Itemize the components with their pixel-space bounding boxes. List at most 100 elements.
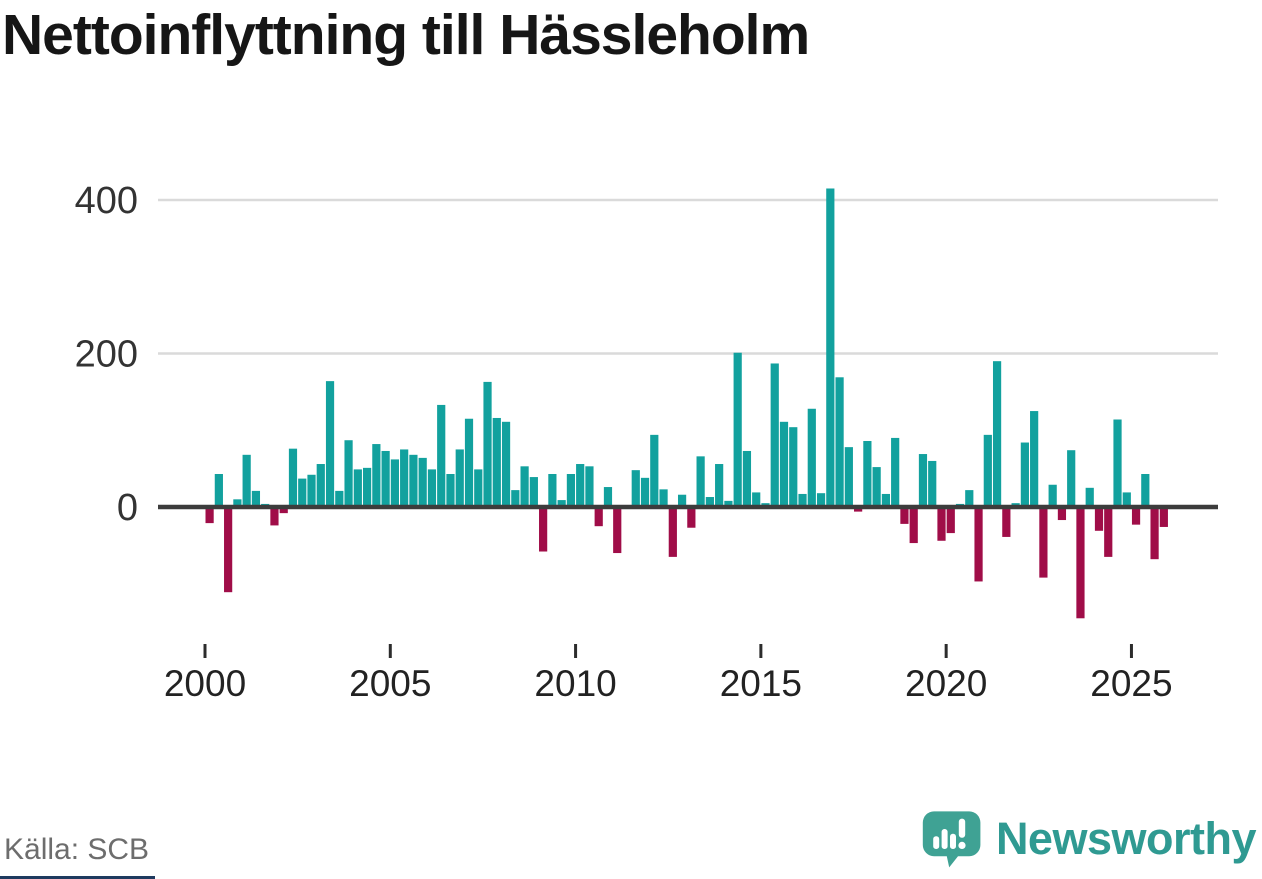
bar [687,507,696,528]
bar [1085,487,1094,507]
bar [548,473,557,507]
bar [677,494,687,507]
bar [501,421,511,507]
bar [418,457,427,507]
bar [909,507,918,544]
bar [474,469,483,507]
bar [316,464,325,507]
newsworthy-logo-icon [922,811,981,868]
bar [1159,507,1168,527]
bar [807,408,816,507]
bar [1020,442,1029,507]
bar [1039,507,1048,578]
bar [918,454,928,507]
bar [233,499,242,507]
bar [492,417,501,507]
page-title: Nettoinflyttning till Hässleholm [2,3,810,67]
bar [733,352,742,507]
newsworthy-wordmark[interactable]: Newsworthy [995,813,1257,864]
bar [1122,492,1131,507]
bar [891,437,900,507]
bar [520,466,529,507]
bar [937,507,946,541]
bar [446,473,455,507]
bar [353,469,362,507]
bar [1113,419,1122,507]
x-axis-tick-label: 2020 [905,663,987,704]
bar [724,500,733,507]
bar [344,440,353,507]
bar [752,492,761,507]
newsworthy-attribution[interactable]: Newsworthy [918,809,1257,869]
bar [816,493,826,507]
bar [863,440,872,507]
bar [835,377,844,507]
bar [251,490,261,507]
y-axis-tick-label: 200 [75,334,138,376]
bar [659,489,668,507]
bar [965,490,974,507]
x-axis-tick-label: 2005 [349,663,431,704]
bar [307,474,316,507]
x-axis-tick-label: 2015 [720,663,802,704]
bar [390,459,399,507]
bar [566,473,576,507]
bar [603,487,613,507]
bar [362,467,372,507]
bar [1104,507,1113,557]
bar [946,507,955,534]
bar [437,404,446,507]
bar [1048,484,1057,507]
bar [511,490,520,507]
bar [789,427,798,507]
bar [539,507,548,552]
bar [992,361,1002,507]
bar [779,421,789,507]
bar [288,448,298,507]
bar [270,507,279,526]
bar [854,507,863,512]
bar [983,434,992,507]
bar [400,449,409,507]
source-label: Källa: SCB [4,833,150,866]
x-axis-tick-label: 2000 [164,663,246,704]
y-axis-tick-label: 0 [117,487,138,529]
bar [1076,507,1085,619]
bar [696,456,705,507]
bar [298,478,307,507]
bar [409,454,418,507]
x-axis-tick-label: 2025 [1090,663,1172,704]
bar [826,188,835,508]
exclamation-bar [958,818,966,838]
bar [325,381,335,507]
bar [631,470,640,507]
bar [335,490,344,507]
bar [455,449,464,507]
bar [715,464,724,507]
bar [464,418,474,507]
bar [585,466,594,507]
bar [844,447,853,507]
bar [974,507,983,582]
bar [1002,507,1011,537]
bar [381,450,390,507]
bar [557,500,566,507]
bar [1141,473,1150,507]
bar [427,469,437,507]
bar [1057,507,1067,521]
y-axis-tick-label: 400 [75,180,138,222]
chart-bar-tall [941,829,948,849]
bar [224,507,233,593]
bar [205,507,214,524]
bar [529,477,538,507]
bar [742,450,752,507]
bar [881,493,891,507]
bar [640,477,650,507]
chart-bar-medium [949,833,956,849]
bar [576,464,585,507]
bar [650,434,659,507]
bar [613,507,622,554]
bar [483,381,492,507]
exclamation-dot [958,841,966,849]
